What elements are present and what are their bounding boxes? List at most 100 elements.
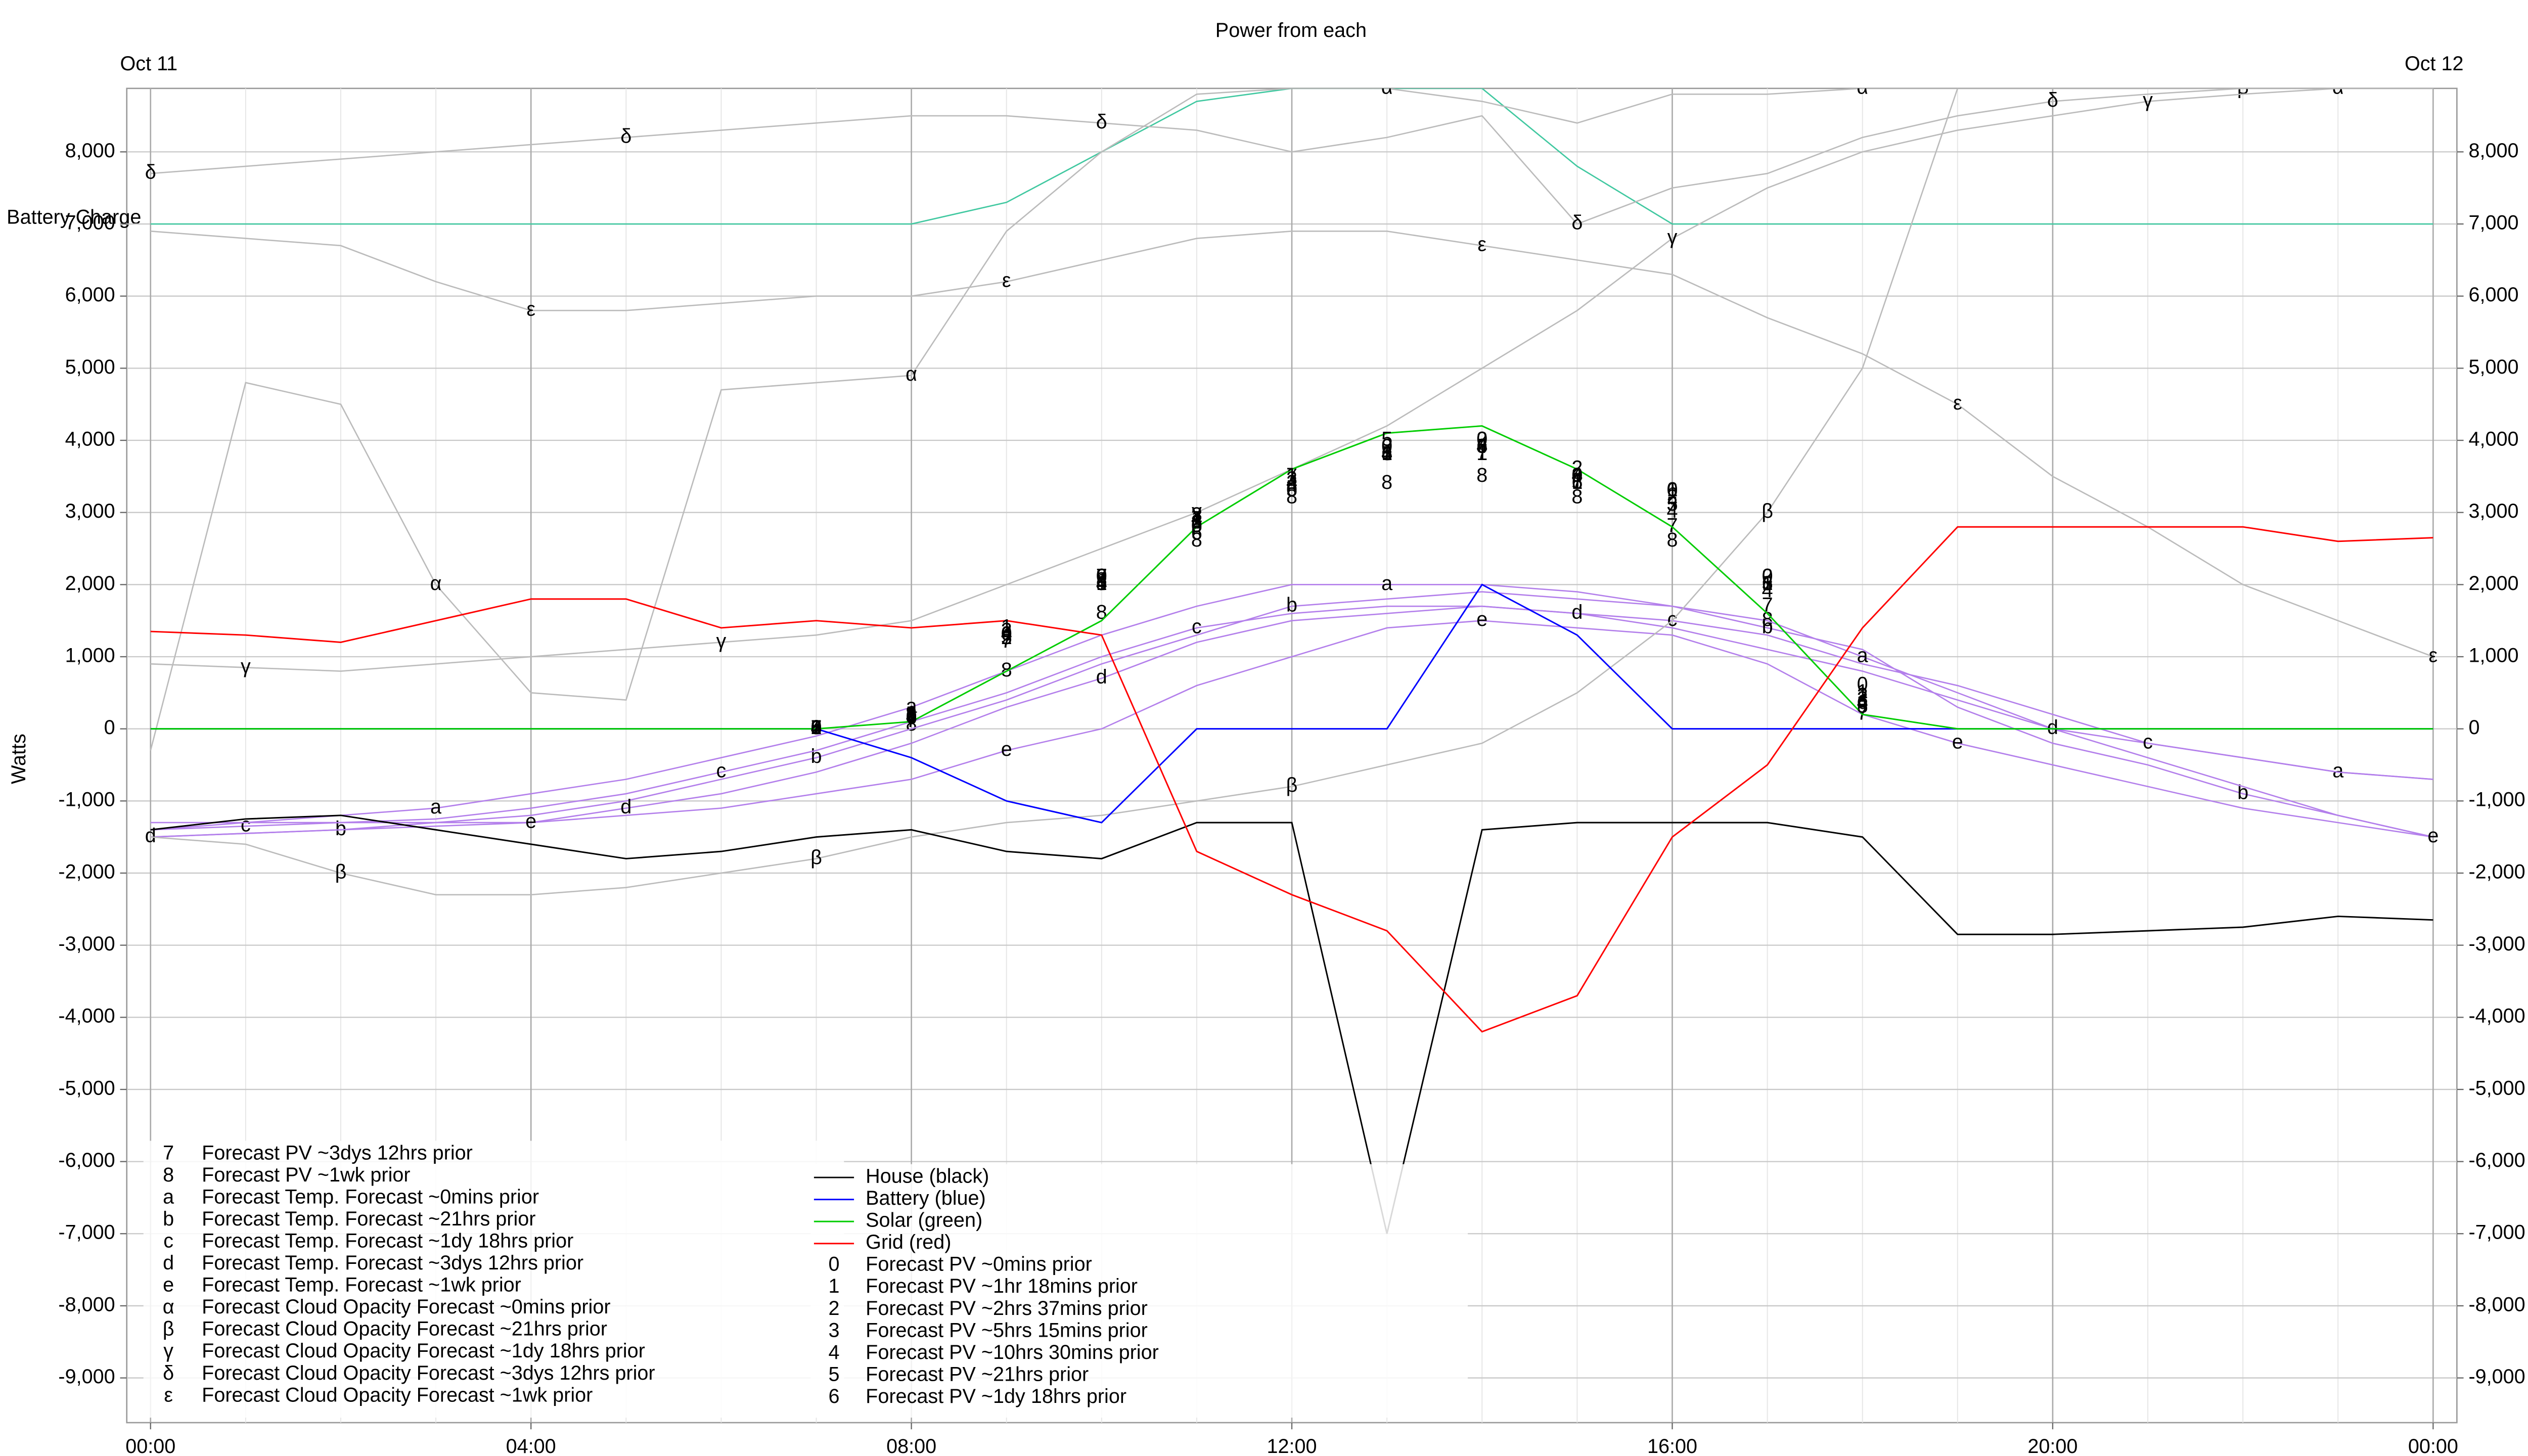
forecast-point: 8: [1571, 486, 1583, 508]
series-symbol: e: [1476, 608, 1487, 630]
y-tick-label: -4,000: [58, 1005, 115, 1027]
forecast-point: 5: [1857, 695, 1868, 717]
forecast-point: 8: [1001, 659, 1012, 681]
forecast-point: 0: [1762, 565, 1773, 587]
forecast-point: 2: [1666, 486, 1678, 508]
forecast-point: 1: [1666, 478, 1678, 500]
series-symbol: b: [1286, 594, 1297, 616]
legend-symbol: ε: [164, 1384, 173, 1406]
series-symbol: γ: [2143, 89, 2153, 111]
y-tick-label: 6,000: [65, 284, 115, 306]
legend-symbol: γ: [163, 1340, 173, 1362]
forecast-point: 7: [1286, 464, 1297, 486]
forecast-line: [150, 605, 2433, 831]
forecast-point: 3: [811, 716, 822, 739]
series-line: [150, 425, 2433, 730]
forecast-line: [150, 88, 2433, 225]
legend-symbol: 5: [828, 1363, 839, 1385]
forecast-point: 4: [1857, 691, 1868, 713]
forecast-point: 1: [1191, 507, 1202, 529]
legend-bg: [810, 1164, 1468, 1418]
forecast-point: 2: [1191, 511, 1202, 533]
date-label: Oct 12: [2405, 53, 2464, 75]
y-tick-label: 4,000: [2468, 428, 2518, 450]
series-symbol: α: [1857, 76, 1868, 98]
series-symbol: γ: [1192, 500, 1202, 522]
forecast-point: 3: [1096, 569, 1107, 591]
x-tick-label: 20:00: [2027, 1435, 2078, 1456]
forecast-point: 1: [1096, 572, 1107, 595]
y-tick-label: 3,000: [65, 500, 115, 522]
forecast-point: 3: [1381, 442, 1392, 465]
series-symbol: e: [525, 810, 536, 833]
y-tick-label: 2,000: [2468, 572, 2518, 595]
x-tick-label: 08:00: [886, 1435, 936, 1456]
series-symbol: ε: [1477, 233, 1486, 255]
forecast-point: 0: [1096, 565, 1107, 587]
forecast-point: 6: [1476, 435, 1487, 458]
legend-label: Battery (blue): [866, 1187, 986, 1209]
forecast-point: 2: [906, 703, 917, 725]
legend-symbol: d: [163, 1252, 174, 1274]
legend-symbol: b: [163, 1208, 174, 1230]
legend-label: Forecast PV ~1wk prior: [202, 1164, 410, 1186]
forecast-point: 7: [906, 709, 917, 732]
series-symbol: d: [1571, 601, 1583, 623]
y-tick-label: -8,000: [58, 1293, 115, 1315]
legend-bg: [143, 1141, 844, 1418]
forecast-point: 2: [1096, 565, 1107, 587]
series-symbol: d: [145, 825, 156, 847]
legend-label: Forecast PV ~0mins prior: [866, 1253, 1092, 1276]
legend-symbol: δ: [163, 1362, 174, 1384]
legend-label: House (black): [866, 1165, 989, 1188]
y-tick-label: -9,000: [2468, 1366, 2525, 1388]
series-symbol: c: [1192, 615, 1202, 638]
forecast-point: 6: [1001, 623, 1012, 645]
legend-symbol: β: [163, 1318, 174, 1340]
y-tick-label: 1,000: [2468, 644, 2518, 666]
series-symbol: γ: [716, 630, 727, 652]
series-symbol: e: [1952, 731, 1963, 753]
forecast-point: 7: [1666, 515, 1678, 537]
legend-label: Forecast PV ~21hrs prior: [866, 1363, 1089, 1385]
series-symbol: β: [1286, 774, 1298, 796]
forecast-point: 1: [1381, 442, 1392, 465]
forecast-point: 5: [1762, 572, 1773, 595]
forecast-point: 0: [1381, 435, 1392, 458]
y-tick-label: -4,000: [2468, 1005, 2525, 1027]
legend: 7 Forecast PV ~3dys 12hrs prior 8 Forecast …: [163, 1142, 1159, 1407]
forecast-point: 3: [906, 704, 917, 726]
legend-symbol: c: [163, 1230, 173, 1252]
forecast-point: 6: [906, 706, 917, 729]
legend-label: Forecast PV ~10hrs 30mins prior: [866, 1341, 1159, 1363]
forecast-point: 5: [811, 716, 822, 739]
forecast-point: 8: [1476, 464, 1487, 486]
forecast-point: 2: [1476, 428, 1487, 450]
forecast-point: 1: [1476, 442, 1487, 465]
series-symbol: a: [430, 796, 442, 818]
legend-label: Forecast Temp. Forecast ~3dys 12hrs prio…: [202, 1252, 583, 1274]
forecast-point: 6: [811, 716, 822, 739]
series-symbol: ε: [2429, 644, 2438, 666]
forecast-point: 0: [811, 716, 822, 739]
y-axis-label: Watts: [8, 734, 30, 784]
x-tick-label: 00:00: [125, 1435, 175, 1456]
series-symbol: γ: [241, 655, 251, 677]
forecast-point: 2: [1571, 457, 1583, 479]
y-tick-label: 6,000: [2468, 284, 2518, 306]
y-tick-label: -7,000: [2468, 1221, 2525, 1244]
y-tick-label: 8,000: [65, 140, 115, 162]
series-symbol: e: [2427, 825, 2439, 847]
forecast-point: 1: [1857, 680, 1868, 703]
forecast-point: 1: [1571, 471, 1583, 493]
series-symbol: ε: [1002, 269, 1011, 292]
forecast-line: [150, 591, 2433, 838]
forecast-point: 6: [1666, 478, 1678, 500]
series-symbol: a: [2332, 760, 2344, 782]
series-symbol: β: [1762, 500, 1773, 522]
legend-label: Forecast Temp. Forecast ~1wk prior: [202, 1274, 521, 1296]
forecast-point: 3: [1571, 464, 1583, 486]
forecast-point: 0: [1286, 478, 1297, 500]
forecast-point: 2: [1381, 435, 1392, 458]
